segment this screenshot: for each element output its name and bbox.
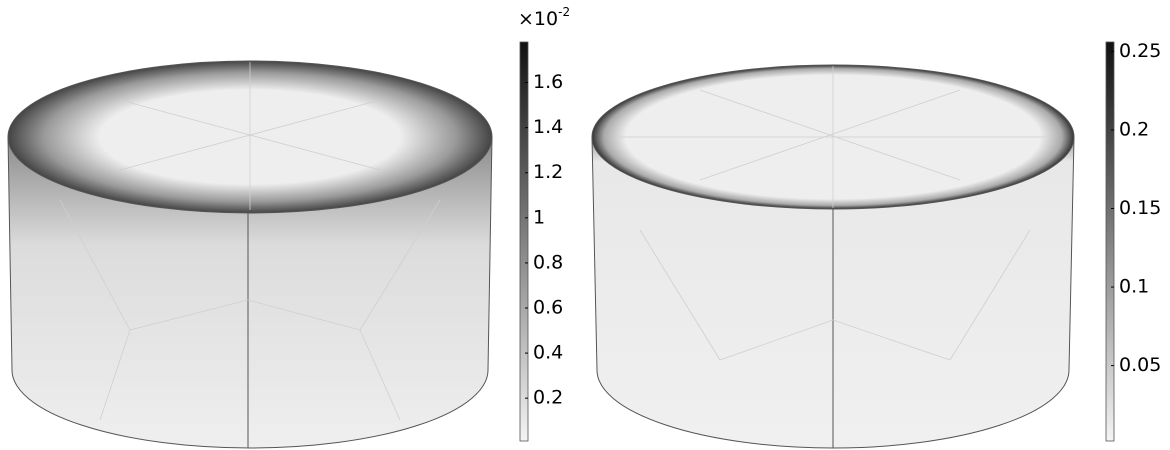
cylinder-left [8,61,492,448]
colorbar-multiplier: ×10-2 [518,5,570,30]
colorbar [1106,42,1114,441]
colorbar-tick-label: 0.1 [1119,276,1149,298]
multiplier-base: ×10 [518,8,558,30]
colorbar-tick-label: 0.05 [1119,354,1161,376]
colorbar-tick-label: 0.2 [1119,118,1149,140]
multiplier-exponent: -2 [558,5,570,19]
colorbar-tick-label: 0.8 [533,251,563,273]
cylinder-right [592,65,1074,448]
colorbar-tick-label: 1.4 [533,116,563,138]
figure: 0.2 0.4 0.6 0.8 1 1.2 1.4 1.6 ×10-2 0.05 0.1 0.15 0.… [0,0,1170,450]
colorbar-tick-label: 1.2 [533,161,563,183]
colorbar-tick-label: 0.2 [533,387,563,409]
colorbar-tick-label: 0.15 [1119,197,1161,219]
colorbar-tick-label: 1.6 [533,71,563,93]
colorbar [520,42,528,441]
colorbar-tick-label: 0.6 [533,297,563,319]
colorbar-tick-label: 0.4 [533,342,563,364]
colorbar-tick-label: 0.25 [1119,40,1161,62]
colorbar-tick-label: 1 [533,206,545,228]
